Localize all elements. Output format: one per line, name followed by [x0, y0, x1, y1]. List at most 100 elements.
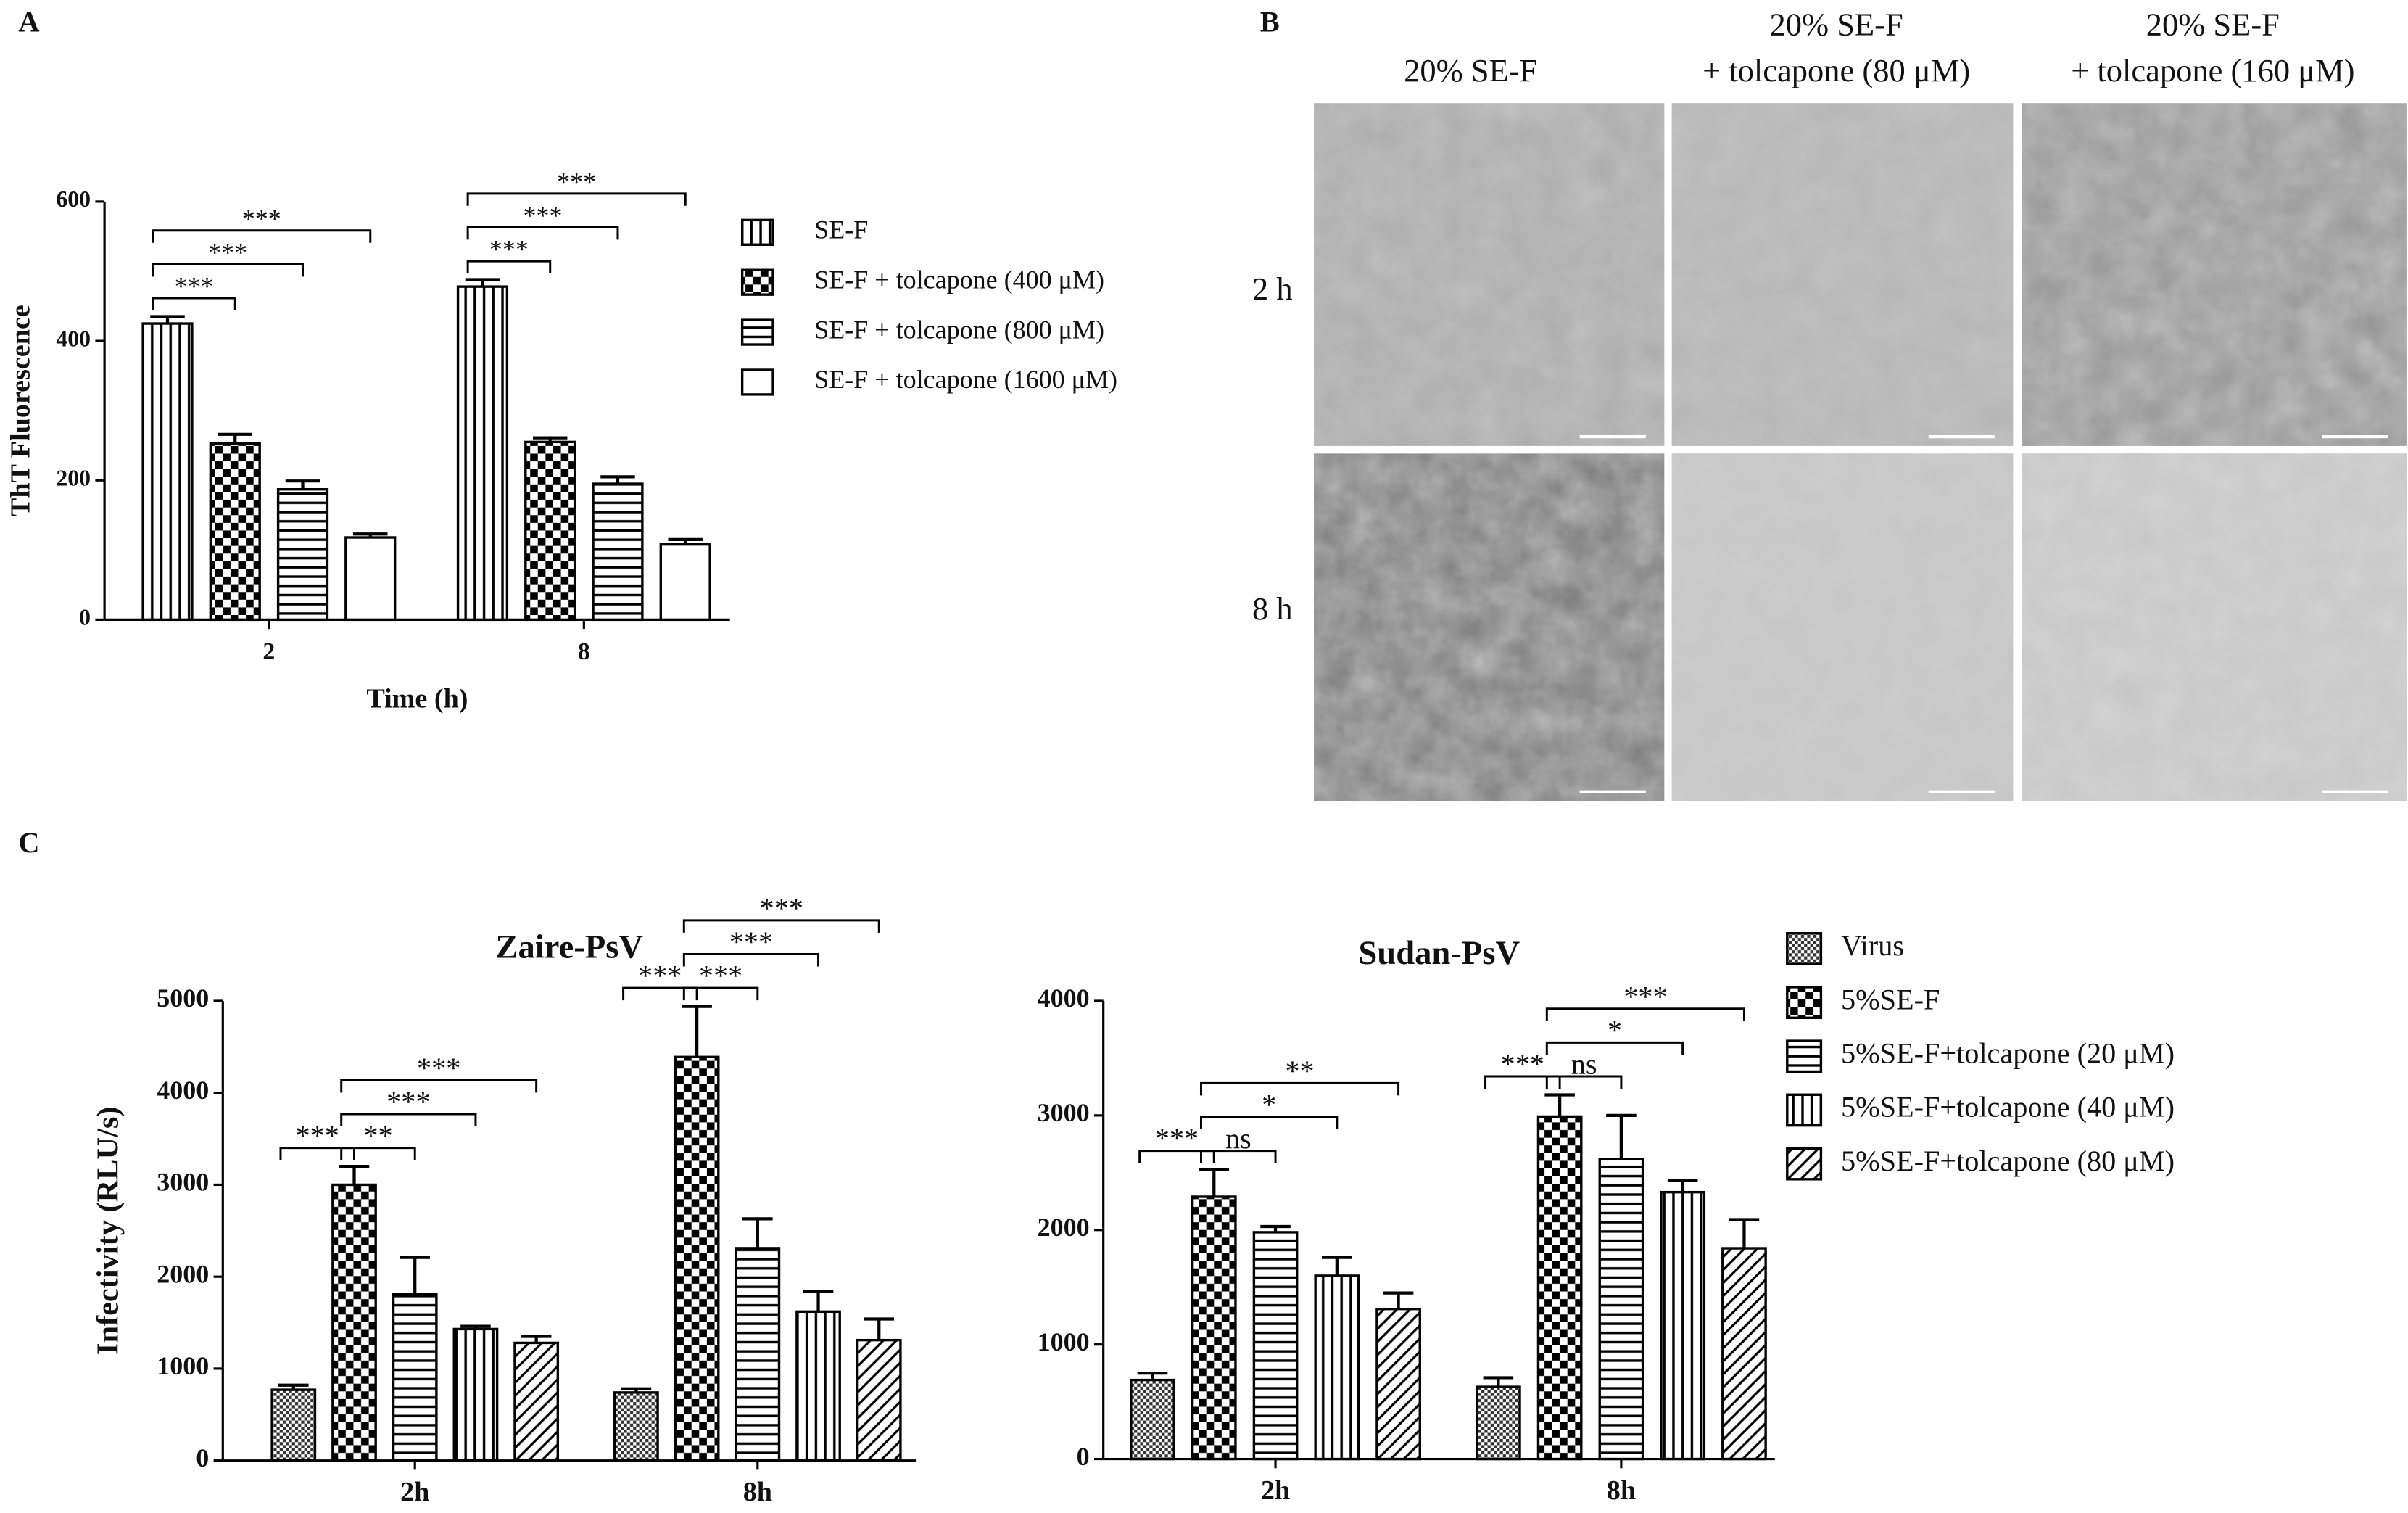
chart-title: Sudan-PsV	[1358, 934, 1520, 972]
bar	[1314, 1274, 1360, 1461]
micrograph-panel	[1314, 103, 2407, 801]
significance-label: **	[1285, 1055, 1314, 1087]
significance-label: *	[1608, 1014, 1622, 1047]
legend-swatch	[740, 268, 774, 296]
significance-label: ns	[1571, 1048, 1597, 1081]
significance-bracket	[340, 1113, 477, 1126]
y-tick-label: 3000	[1038, 1098, 1090, 1127]
significance-label: ns	[1225, 1122, 1251, 1155]
bar	[1721, 1247, 1767, 1461]
bar	[659, 543, 711, 622]
error-bar	[682, 1005, 712, 1058]
legend-label: 5%SE-F+tolcapone (40 μM)	[1841, 1091, 2175, 1124]
y-tick-label: 600	[56, 186, 91, 212]
y-tick-label: 0	[196, 1443, 209, 1472]
y-tick-label: 0	[79, 605, 91, 630]
x-tick-label: 2h	[1261, 1475, 1290, 1506]
significance-label: ***	[557, 167, 596, 196]
bar	[592, 482, 644, 622]
x-tick-label: 2h	[400, 1477, 429, 1507]
micrograph-row-label: 2 h	[1252, 271, 1293, 307]
significance-label: ***	[242, 204, 281, 233]
chart: 0 1000 2000 3000 4000 5000 2h 8h Zaire-PsV Infect…	[91, 891, 917, 1507]
bar	[276, 488, 329, 622]
micrograph-texture	[1314, 453, 1665, 801]
significance-label: ***	[760, 891, 803, 924]
error-bar	[285, 479, 320, 490]
significance-bracket	[152, 297, 236, 310]
significance-label: ***	[296, 1119, 339, 1152]
error-bar	[864, 1317, 895, 1340]
legend-label: 5%SE-F+tolcapone (20 μM)	[1841, 1037, 2175, 1070]
significance-bracket	[1199, 1116, 1339, 1129]
significance-bracket	[1484, 1075, 1561, 1089]
error-bar	[150, 315, 185, 324]
legend-swatch	[740, 318, 774, 346]
micrograph-texture	[1671, 453, 2014, 801]
micrograph-row-label: 8 h	[1252, 590, 1293, 627]
legend-label: SE-F	[814, 215, 868, 244]
micrograph-column-label: 20% SE-F	[1770, 7, 1903, 43]
error-bar	[465, 278, 500, 287]
legend-swatch	[1786, 1147, 1823, 1181]
legend-label: SE-F + tolcapone (800 μM)	[814, 315, 1104, 344]
y-tick-label: 1000	[157, 1351, 209, 1380]
micrograph-texture	[2022, 453, 2407, 801]
significance-label: ***	[729, 925, 773, 958]
bar	[1475, 1385, 1521, 1461]
error-bar	[1667, 1179, 1698, 1192]
micrograph-texture	[2022, 103, 2407, 446]
error-bar	[218, 432, 252, 444]
bar	[1375, 1308, 1421, 1461]
panel-label: A	[18, 5, 39, 38]
significance-label: **	[363, 1119, 392, 1152]
error-bar	[742, 1217, 773, 1248]
legend-label: SE-F + tolcapone (1600 μM)	[814, 365, 1117, 394]
legend-swatch	[740, 218, 774, 246]
significance-label: ***	[386, 1086, 430, 1118]
y-tick-label: 4000	[1038, 984, 1090, 1013]
significance-bracket	[466, 260, 552, 274]
error-bar	[278, 1383, 309, 1390]
error-bar	[339, 1164, 370, 1185]
significance-bracket	[1545, 1041, 1684, 1055]
legend-label: 5%SE-F+tolcapone (80 μM)	[1841, 1145, 2175, 1177]
panel-label: B	[1260, 5, 1280, 38]
error-bar	[400, 1256, 430, 1295]
bar	[1191, 1195, 1237, 1461]
significance-label: ***	[638, 960, 682, 992]
bar	[1252, 1231, 1299, 1461]
bar	[613, 1391, 659, 1462]
significance-bracket	[152, 263, 304, 277]
bar	[1130, 1378, 1175, 1461]
bar	[1660, 1190, 1706, 1461]
significance-label: ***	[489, 235, 529, 264]
significance-bracket	[622, 986, 698, 1001]
chart: 0 200 400 600 2 8 ThT Fluorescence Time (h) *** *…	[6, 167, 1117, 714]
micrograph-texture	[1671, 103, 2014, 446]
bar	[392, 1293, 438, 1462]
significance-label: ***	[524, 201, 563, 230]
y-tick-label: 1000	[1038, 1327, 1090, 1356]
micrograph-column-label: 20% SE-F	[1404, 52, 1537, 88]
x-axis-label: Time (h)	[366, 683, 468, 714]
y-tick-label: 3000	[157, 1168, 209, 1197]
bar	[735, 1247, 781, 1462]
error-bar	[1137, 1371, 1168, 1380]
panel-label: C	[18, 826, 39, 859]
significance-label: ***	[174, 272, 213, 301]
significance-bracket	[152, 229, 372, 243]
legend-swatch	[1786, 932, 1823, 965]
legend-label: 5%SE-F	[1841, 983, 1940, 1015]
significance-bracket	[466, 192, 687, 206]
significance-bracket	[279, 1147, 355, 1160]
y-tick-label: 400	[56, 326, 91, 351]
y-tick-label: 4000	[157, 1076, 209, 1105]
error-bar	[1260, 1224, 1291, 1232]
significance-bracket	[466, 226, 619, 240]
error-bar	[460, 1324, 491, 1329]
significance-label: ***	[417, 1052, 460, 1084]
bar	[513, 1341, 560, 1462]
